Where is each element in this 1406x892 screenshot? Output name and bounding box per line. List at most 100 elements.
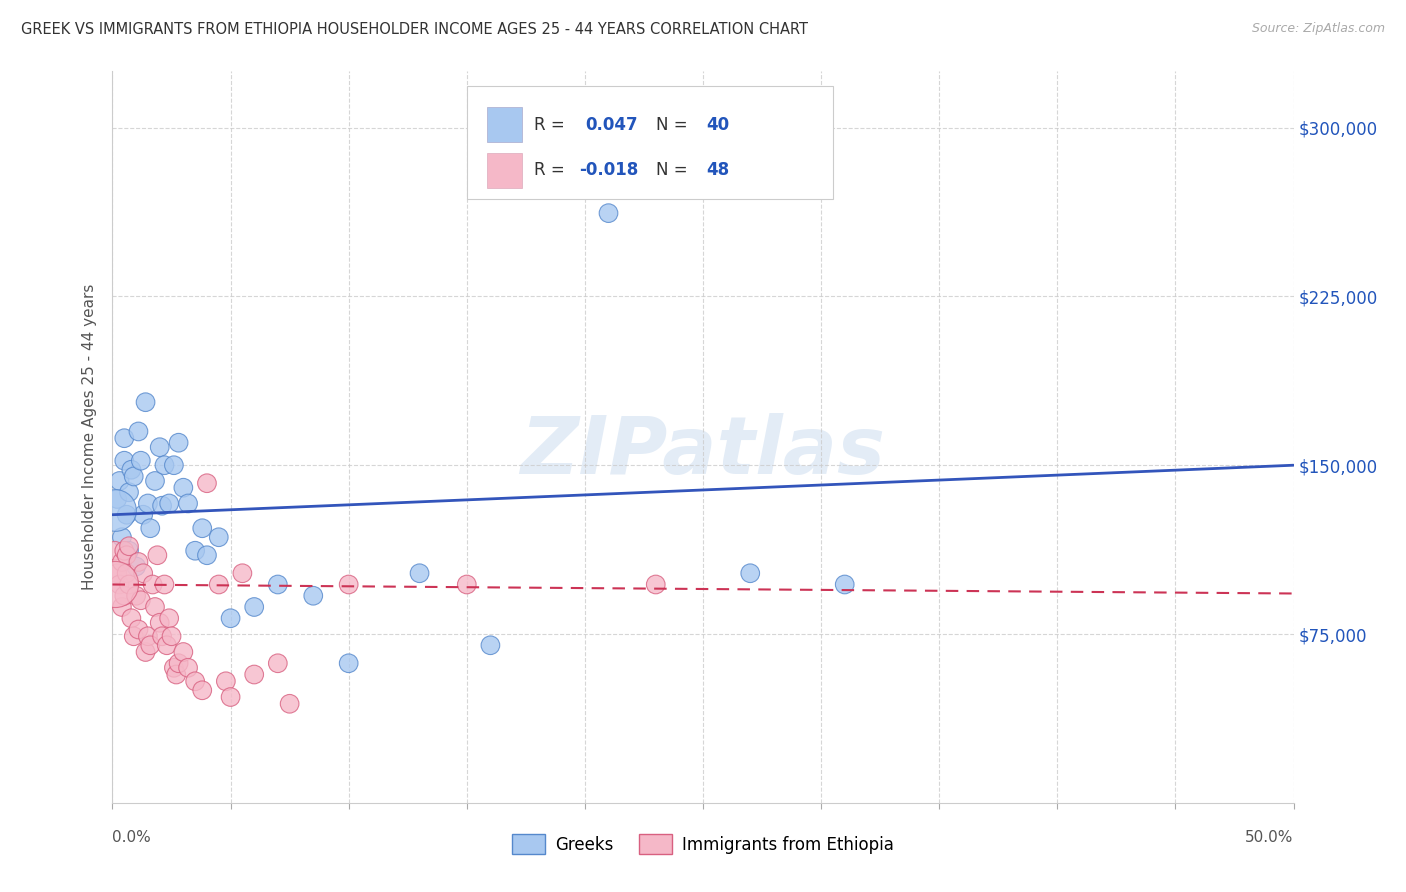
Point	[302, 589, 325, 603]
Text: -0.018: -0.018	[579, 161, 638, 179]
Point	[160, 629, 183, 643]
Point	[163, 661, 186, 675]
Point	[834, 577, 856, 591]
Point	[153, 458, 176, 473]
Text: 48: 48	[707, 161, 730, 179]
Point	[118, 485, 141, 500]
Point	[104, 543, 127, 558]
Point	[215, 674, 238, 689]
Point	[105, 566, 128, 581]
Point	[191, 683, 214, 698]
Point	[243, 599, 266, 614]
Point	[132, 508, 155, 522]
Text: N =: N =	[655, 161, 693, 179]
Point	[191, 521, 214, 535]
Text: ZIPatlas: ZIPatlas	[520, 413, 886, 491]
Point	[267, 657, 290, 671]
Point	[143, 599, 166, 614]
Point	[108, 474, 131, 488]
Y-axis label: Householder Income Ages 25 - 44 years: Householder Income Ages 25 - 44 years	[82, 284, 97, 591]
Point	[479, 638, 502, 652]
Point	[136, 629, 159, 643]
Point	[104, 503, 127, 517]
Point	[219, 690, 242, 704]
Point	[177, 661, 200, 675]
Point	[118, 543, 141, 558]
Point	[118, 539, 141, 553]
Point	[127, 623, 149, 637]
Point	[125, 559, 148, 574]
Point	[115, 508, 138, 522]
Point	[208, 577, 231, 591]
Point	[111, 599, 134, 614]
Point	[598, 206, 620, 220]
Point	[105, 491, 128, 506]
Point	[149, 440, 172, 454]
FancyBboxPatch shape	[486, 107, 522, 143]
Point	[122, 629, 145, 643]
Text: 50.0%: 50.0%	[1246, 830, 1294, 845]
Point	[337, 657, 360, 671]
Point	[208, 530, 231, 544]
Point	[142, 577, 165, 591]
Point	[122, 469, 145, 483]
Point	[177, 496, 200, 510]
Point	[139, 521, 162, 535]
Text: GREEK VS IMMIGRANTS FROM ETHIOPIA HOUSEHOLDER INCOME AGES 25 - 44 YEARS CORRELAT: GREEK VS IMMIGRANTS FROM ETHIOPIA HOUSEH…	[21, 22, 808, 37]
Point	[163, 458, 186, 473]
Point	[172, 481, 194, 495]
Point	[115, 566, 138, 581]
Point	[129, 593, 152, 607]
Point	[125, 589, 148, 603]
Point	[195, 548, 218, 562]
Point	[153, 577, 176, 591]
Point	[112, 543, 135, 558]
Point	[132, 566, 155, 581]
Point	[184, 543, 207, 558]
Text: N =: N =	[655, 116, 693, 134]
Point	[129, 453, 152, 467]
Point	[120, 463, 142, 477]
Text: R =: R =	[534, 161, 569, 179]
Point	[118, 577, 141, 591]
Point	[157, 611, 180, 625]
Point	[219, 611, 242, 625]
Point	[184, 674, 207, 689]
Point	[112, 453, 135, 467]
Point	[172, 645, 194, 659]
Point	[135, 645, 157, 659]
FancyBboxPatch shape	[486, 153, 522, 187]
Point	[127, 555, 149, 569]
Point	[740, 566, 762, 581]
Point	[337, 577, 360, 591]
Text: R =: R =	[534, 116, 569, 134]
Text: 0.047: 0.047	[585, 116, 637, 134]
Point	[149, 615, 172, 630]
Legend: Greeks, Immigrants from Ethiopia: Greeks, Immigrants from Ethiopia	[505, 828, 901, 860]
FancyBboxPatch shape	[467, 86, 832, 200]
Text: 0.0%: 0.0%	[112, 830, 152, 845]
Point	[156, 638, 179, 652]
Point	[408, 566, 430, 581]
Text: Source: ZipAtlas.com: Source: ZipAtlas.com	[1251, 22, 1385, 36]
Point	[146, 548, 169, 562]
Point	[167, 435, 190, 450]
Point	[243, 667, 266, 681]
Point	[139, 638, 162, 652]
Point	[115, 548, 138, 562]
Point	[112, 431, 135, 445]
Point	[267, 577, 290, 591]
Point	[112, 589, 135, 603]
Point	[150, 499, 173, 513]
Point	[120, 611, 142, 625]
Point	[644, 577, 666, 591]
Text: 40: 40	[707, 116, 730, 134]
Point	[135, 395, 157, 409]
Point	[127, 425, 149, 439]
Point	[143, 474, 166, 488]
Point	[456, 577, 478, 591]
Point	[111, 530, 134, 544]
Point	[150, 629, 173, 643]
Point	[231, 566, 253, 581]
Point	[111, 555, 134, 569]
